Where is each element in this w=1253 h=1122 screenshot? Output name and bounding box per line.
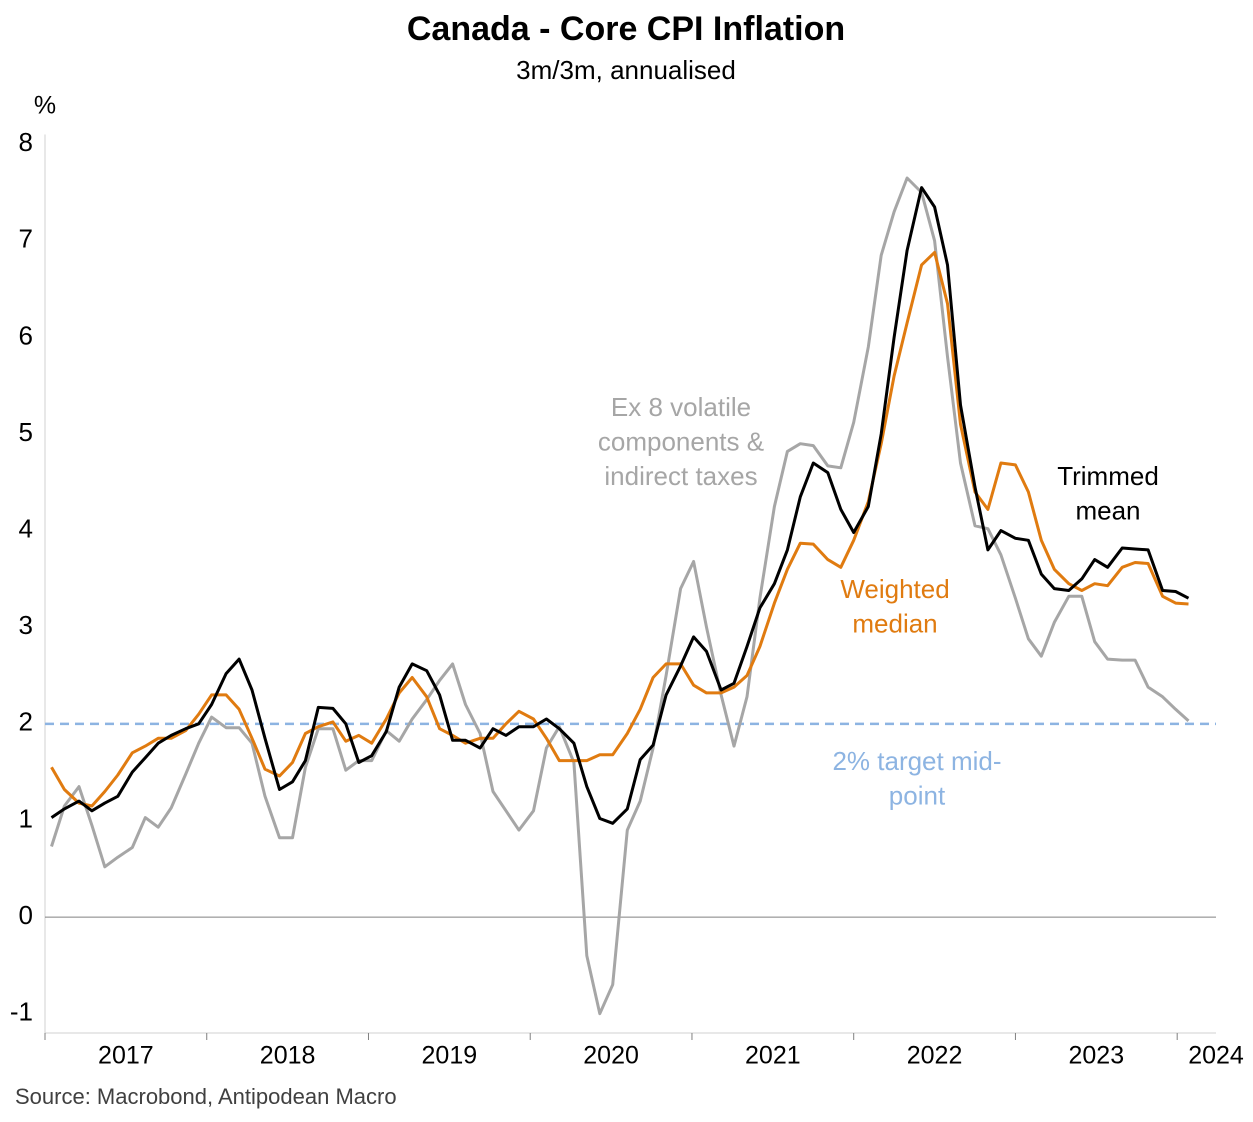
y-tick-label: 5 — [19, 417, 33, 447]
series-line — [50, 176, 1190, 1016]
y-tick-label: 2 — [19, 707, 33, 737]
x-tick-label: 2021 — [745, 1042, 801, 1070]
annotation: components & — [598, 426, 764, 456]
annotation: Weighted — [840, 574, 949, 604]
y-tick-label: 6 — [19, 320, 33, 350]
x-tick-label: 2023 — [1068, 1042, 1124, 1070]
x-tick-label: 2022 — [907, 1042, 963, 1070]
chart-subtitle: 3m/3m, annualised — [516, 55, 736, 85]
y-tick-label: 1 — [19, 803, 33, 833]
x-tick-label: 2017 — [98, 1042, 154, 1070]
y-tick-label: -1 — [10, 997, 33, 1027]
annotation: mean — [1075, 495, 1140, 525]
annotation: median — [852, 608, 937, 638]
y-tick-label: 0 — [19, 900, 33, 930]
x-tick-label: 2019 — [422, 1042, 478, 1070]
y-axis-label: % — [34, 92, 56, 120]
source: Source: Macrobond, Antipodean Macro — [15, 1084, 397, 1109]
series-line — [50, 250, 1189, 808]
y-tick-label: 7 — [19, 224, 33, 254]
annotation: indirect taxes — [604, 461, 757, 491]
y-tick-label: 3 — [19, 610, 33, 640]
annotation: 2% target mid- — [832, 746, 1001, 776]
annotation: Ex 8 volatile — [611, 392, 751, 422]
x-tick-label: 2018 — [260, 1042, 316, 1070]
x-tick-label: 2024 — [1188, 1042, 1244, 1070]
y-tick-label: 8 — [19, 127, 33, 157]
annotation: point — [889, 780, 946, 810]
y-tick-label: 4 — [19, 513, 33, 543]
series-line — [50, 186, 1190, 825]
chart-title: Canada - Core CPI Inflation — [407, 10, 845, 48]
x-tick-label: 2020 — [583, 1042, 639, 1070]
annotation: Trimmed — [1057, 461, 1159, 491]
